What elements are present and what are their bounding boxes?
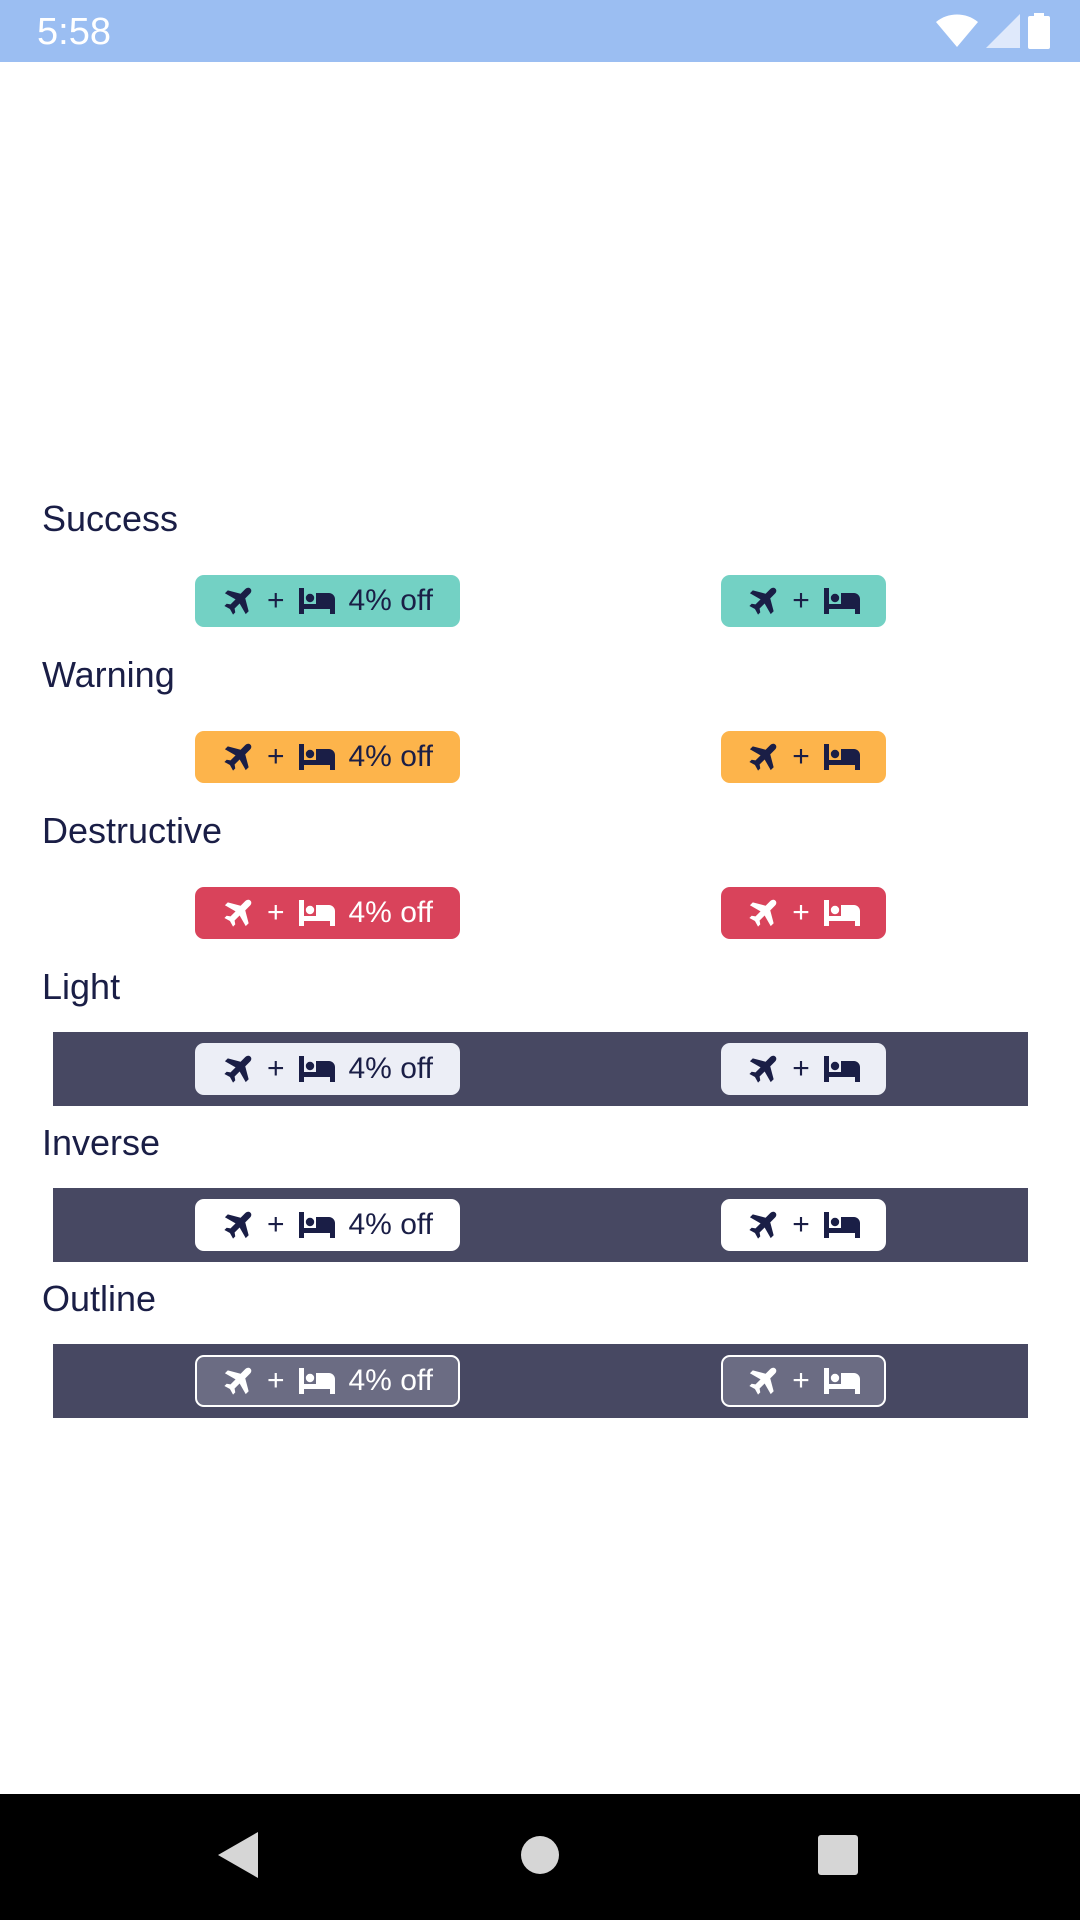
signal-icon (986, 14, 1020, 48)
bed-icon (824, 1367, 860, 1395)
inverse-badge: + (721, 1199, 886, 1251)
bed-icon (299, 587, 335, 615)
plus-sign: + (266, 896, 285, 929)
airplane-icon (222, 586, 253, 617)
discount-text: 4% off (348, 1364, 434, 1397)
wifi-icon (936, 14, 978, 48)
battery-icon (1028, 13, 1050, 49)
plus-sign: + (792, 1052, 810, 1085)
bed-icon (299, 1367, 335, 1395)
bed-icon (824, 587, 860, 615)
bed-icon (299, 1211, 335, 1239)
plus-sign: + (792, 1208, 810, 1241)
section-label-success: Success (42, 498, 179, 539)
plus-sign: + (792, 1364, 810, 1397)
airplane-icon (747, 1210, 778, 1241)
status-time: 5:58 (37, 11, 111, 53)
destructive-badge-with-discount: + 4% off (195, 887, 460, 939)
airplane-icon (747, 586, 778, 617)
airplane-icon (222, 1366, 253, 1397)
back-icon (218, 1831, 258, 1883)
section-label-outline: Outline (42, 1278, 157, 1319)
home-button[interactable] (480, 1794, 600, 1920)
section-label-destructive: Destructive (42, 810, 223, 851)
plus-sign: + (266, 1052, 285, 1085)
home-icon (520, 1835, 560, 1880)
outline-badge-with-discount: + 4% off (195, 1355, 460, 1407)
airplane-icon (222, 1210, 253, 1241)
section-label-inverse: Inverse (42, 1122, 161, 1163)
outline-badge: + (721, 1355, 886, 1407)
discount-text: 4% off (348, 896, 434, 929)
bed-icon (824, 899, 860, 927)
bed-icon (299, 1055, 335, 1083)
success-badge-with-discount: + 4% off (195, 575, 460, 627)
discount-text: 4% off (348, 740, 434, 773)
inverse-badge-with-discount: + 4% off (195, 1199, 460, 1251)
plus-sign: + (792, 740, 810, 773)
plus-sign: + (792, 584, 810, 617)
airplane-icon (222, 742, 253, 773)
airplane-icon (222, 1054, 253, 1085)
airplane-icon (747, 742, 778, 773)
recents-button[interactable] (778, 1794, 898, 1920)
airplane-icon (222, 898, 253, 929)
plus-sign: + (266, 740, 285, 773)
status-icons (936, 12, 1050, 50)
warning-badge-with-discount: + 4% off (195, 731, 460, 783)
warning-badge: + (721, 731, 886, 783)
discount-text: 4% off (348, 1052, 434, 1085)
bed-icon (824, 1055, 860, 1083)
section-label-light: Light (42, 966, 121, 1007)
success-badge: + (721, 575, 886, 627)
status-bar: 5:58 (0, 0, 1080, 62)
recents-icon (818, 1834, 858, 1880)
light-badge-with-discount: + 4% off (195, 1043, 460, 1095)
plus-sign: + (792, 896, 810, 929)
navigation-bar (0, 1794, 1080, 1920)
airplane-icon (747, 898, 778, 929)
back-button[interactable] (178, 1794, 298, 1920)
section-label-warning: Warning (42, 654, 175, 695)
bed-icon (824, 743, 860, 771)
discount-text: 4% off (348, 584, 434, 617)
bed-icon (299, 899, 335, 927)
plus-sign: + (266, 584, 285, 617)
light-badge: + (721, 1043, 886, 1095)
airplane-icon (747, 1054, 778, 1085)
plus-sign: + (266, 1208, 285, 1241)
destructive-badge: + (721, 887, 886, 939)
bed-icon (299, 743, 335, 771)
plus-sign: + (266, 1364, 285, 1397)
bed-icon (824, 1211, 860, 1239)
discount-text: 4% off (348, 1208, 434, 1241)
airplane-icon (747, 1366, 778, 1397)
